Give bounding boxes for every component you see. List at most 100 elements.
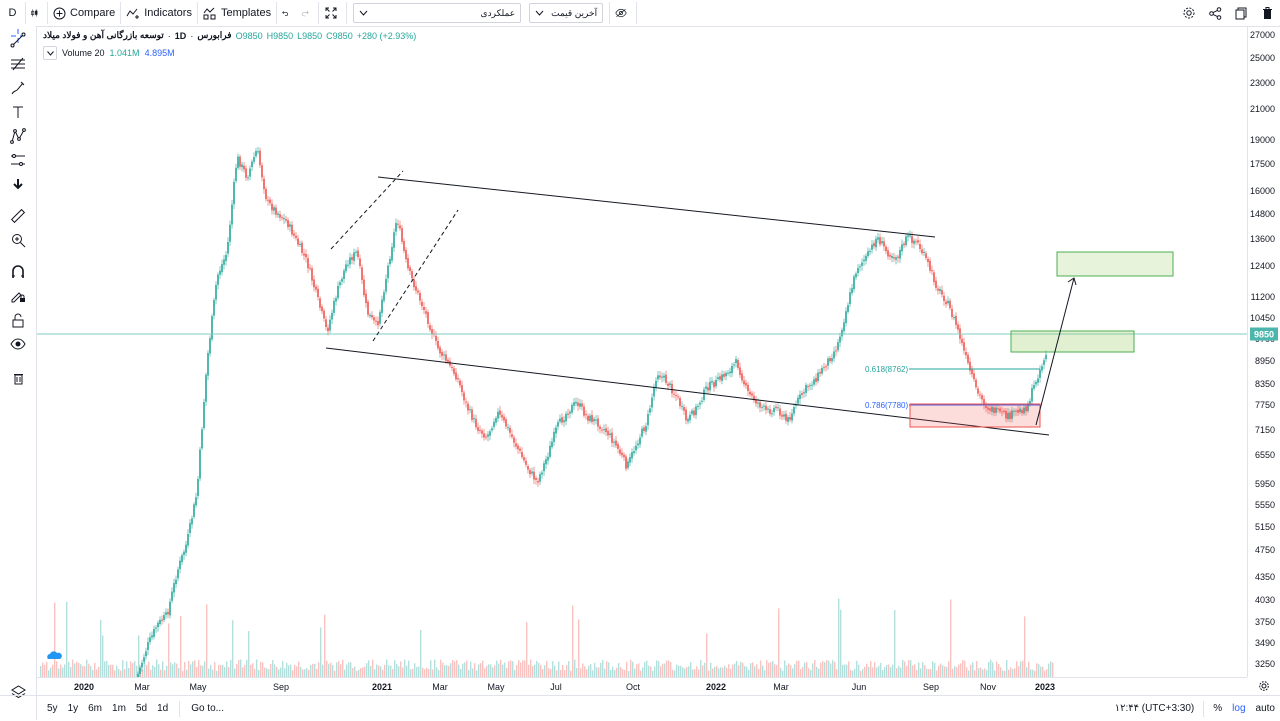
volume-bar: [830, 663, 832, 677]
volume-bar: [598, 667, 600, 677]
candle-body: [981, 395, 983, 400]
remove-drawings-tool[interactable]: [8, 368, 28, 388]
settings-button[interactable]: [1176, 0, 1202, 26]
symbol-name[interactable]: توسعه بازرگانی آهن و فولاد میلاد: [43, 30, 164, 40]
undo-button[interactable]: [277, 2, 297, 24]
volume-bar: [294, 664, 296, 677]
top-toolbar: D Compare Indicators Templates عملکردی آ…: [0, 0, 1280, 27]
volume-bar: [604, 668, 606, 677]
candle-body: [481, 430, 483, 434]
channel-lower-line[interactable]: [325, 347, 1050, 436]
goto-button[interactable]: Go to...: [191, 703, 224, 714]
delete-button[interactable]: [1254, 0, 1280, 26]
candle-body: [237, 156, 239, 168]
range-buttons: 5y 1y 6m 1m 5d 1d: [42, 703, 173, 714]
volume-bar: [536, 660, 538, 677]
chart-legend: توسعه بازرگانی آهن و فولاد میلاد · 1D · …: [43, 30, 416, 41]
range-button-1m[interactable]: 1m: [112, 703, 126, 714]
range-button-5y[interactable]: 5y: [47, 703, 58, 714]
candle-body: [619, 449, 621, 454]
dashed-line-1[interactable]: [330, 170, 404, 250]
volume-bar: [340, 664, 342, 677]
pattern-tool[interactable]: [8, 126, 28, 146]
projection-arrow[interactable]: [1035, 277, 1075, 426]
channel-upper-line[interactable]: [377, 176, 936, 238]
candle-body: [917, 240, 919, 243]
compare-button[interactable]: Compare: [48, 2, 122, 24]
interval-button[interactable]: D: [0, 2, 26, 24]
volume-bar: [356, 670, 358, 677]
indicators-button[interactable]: Indicators: [121, 2, 198, 24]
templates-button[interactable]: Templates: [198, 2, 278, 24]
brush-tool[interactable]: [8, 78, 28, 98]
volume-bar: [656, 660, 658, 677]
hide-drawings-tool[interactable]: [8, 334, 28, 354]
object-tree-button[interactable]: [8, 682, 28, 702]
trendline-tool[interactable]: [8, 30, 28, 50]
candle-body: [381, 299, 383, 313]
price-axis[interactable]: 27000 25000 23000 21000 19000 17500 16000 14800…: [1247, 27, 1280, 677]
log-toggle[interactable]: log: [1232, 703, 1246, 714]
volume-bar: [690, 662, 692, 677]
volume-bar: [284, 668, 286, 677]
candle-body: [593, 418, 595, 422]
volume-bar: [760, 660, 762, 677]
redo-button[interactable]: [297, 2, 320, 24]
volume-bar: [922, 662, 924, 677]
chart-type-button[interactable]: [26, 2, 48, 24]
target-zone-2[interactable]: [1056, 251, 1174, 277]
volume-bar: [838, 598, 840, 677]
fullscreen-button[interactable]: [319, 2, 348, 24]
auto-toggle[interactable]: auto: [1255, 703, 1275, 714]
collapse-legend-button[interactable]: [43, 46, 57, 60]
volume-bar: [392, 668, 394, 677]
fib-tool[interactable]: [8, 54, 28, 74]
volume-bar: [324, 614, 326, 677]
snapshot-button[interactable]: [1228, 0, 1254, 26]
lock-drawing-tool[interactable]: [8, 286, 28, 306]
target-zone-1[interactable]: [1010, 330, 1135, 353]
range-button-5d[interactable]: 5d: [135, 703, 148, 714]
text-tool[interactable]: [8, 102, 28, 122]
time-axis[interactable]: 2020 Mar May Sep 2021 Mar May Jul Oct 2022 Mar Jun S…: [37, 677, 1247, 696]
price-source-select[interactable]: آخرین قیمت: [529, 3, 604, 23]
indicators-label: Indicators: [144, 7, 192, 19]
axis-settings-button[interactable]: [1256, 679, 1272, 693]
chart-pane[interactable]: 0.618(8762) 0.786(7780): [37, 27, 1247, 677]
volume-bar: [44, 664, 46, 677]
volume-bar: [592, 670, 594, 677]
candle-body: [423, 306, 425, 311]
price-tick: 5550: [1254, 500, 1275, 510]
candle-body: [571, 404, 573, 413]
percent-toggle[interactable]: %: [1213, 703, 1223, 714]
magnet-tool[interactable]: [8, 262, 28, 282]
volume-bar: [262, 662, 264, 677]
ruler-tool[interactable]: [8, 206, 28, 226]
zoom-tool[interactable]: [8, 230, 28, 250]
candle-body: [441, 351, 443, 356]
timezone-label[interactable]: ۱۲:۴۴ (UTC+3:30): [1114, 703, 1195, 714]
more-tools-button[interactable]: [8, 174, 28, 194]
candle-body: [277, 213, 279, 215]
share-button[interactable]: [1202, 0, 1228, 26]
volume-bar: [792, 668, 794, 677]
hide-button[interactable]: [609, 2, 638, 24]
volume-bar: [730, 668, 732, 677]
candle-body: [199, 449, 201, 479]
candle-body: [147, 642, 149, 651]
range-button-1y[interactable]: 1y: [67, 703, 79, 714]
candle-body: [603, 429, 605, 431]
candle-body: [935, 280, 937, 288]
prediction-tool[interactable]: [8, 150, 28, 170]
candle-body: [171, 591, 173, 601]
layout-select[interactable]: عملکردی: [353, 3, 522, 23]
volume-bar: [94, 662, 96, 677]
volume-bar: [880, 662, 882, 677]
volume-bar: [672, 669, 674, 677]
lock-all-tool[interactable]: [8, 310, 28, 330]
volume-bar: [834, 661, 836, 677]
range-button-6m[interactable]: 6m: [88, 703, 103, 714]
range-button-1d[interactable]: 1d: [157, 703, 169, 714]
support-zone[interactable]: [909, 403, 1041, 428]
dashed-line-2[interactable]: [372, 209, 459, 342]
